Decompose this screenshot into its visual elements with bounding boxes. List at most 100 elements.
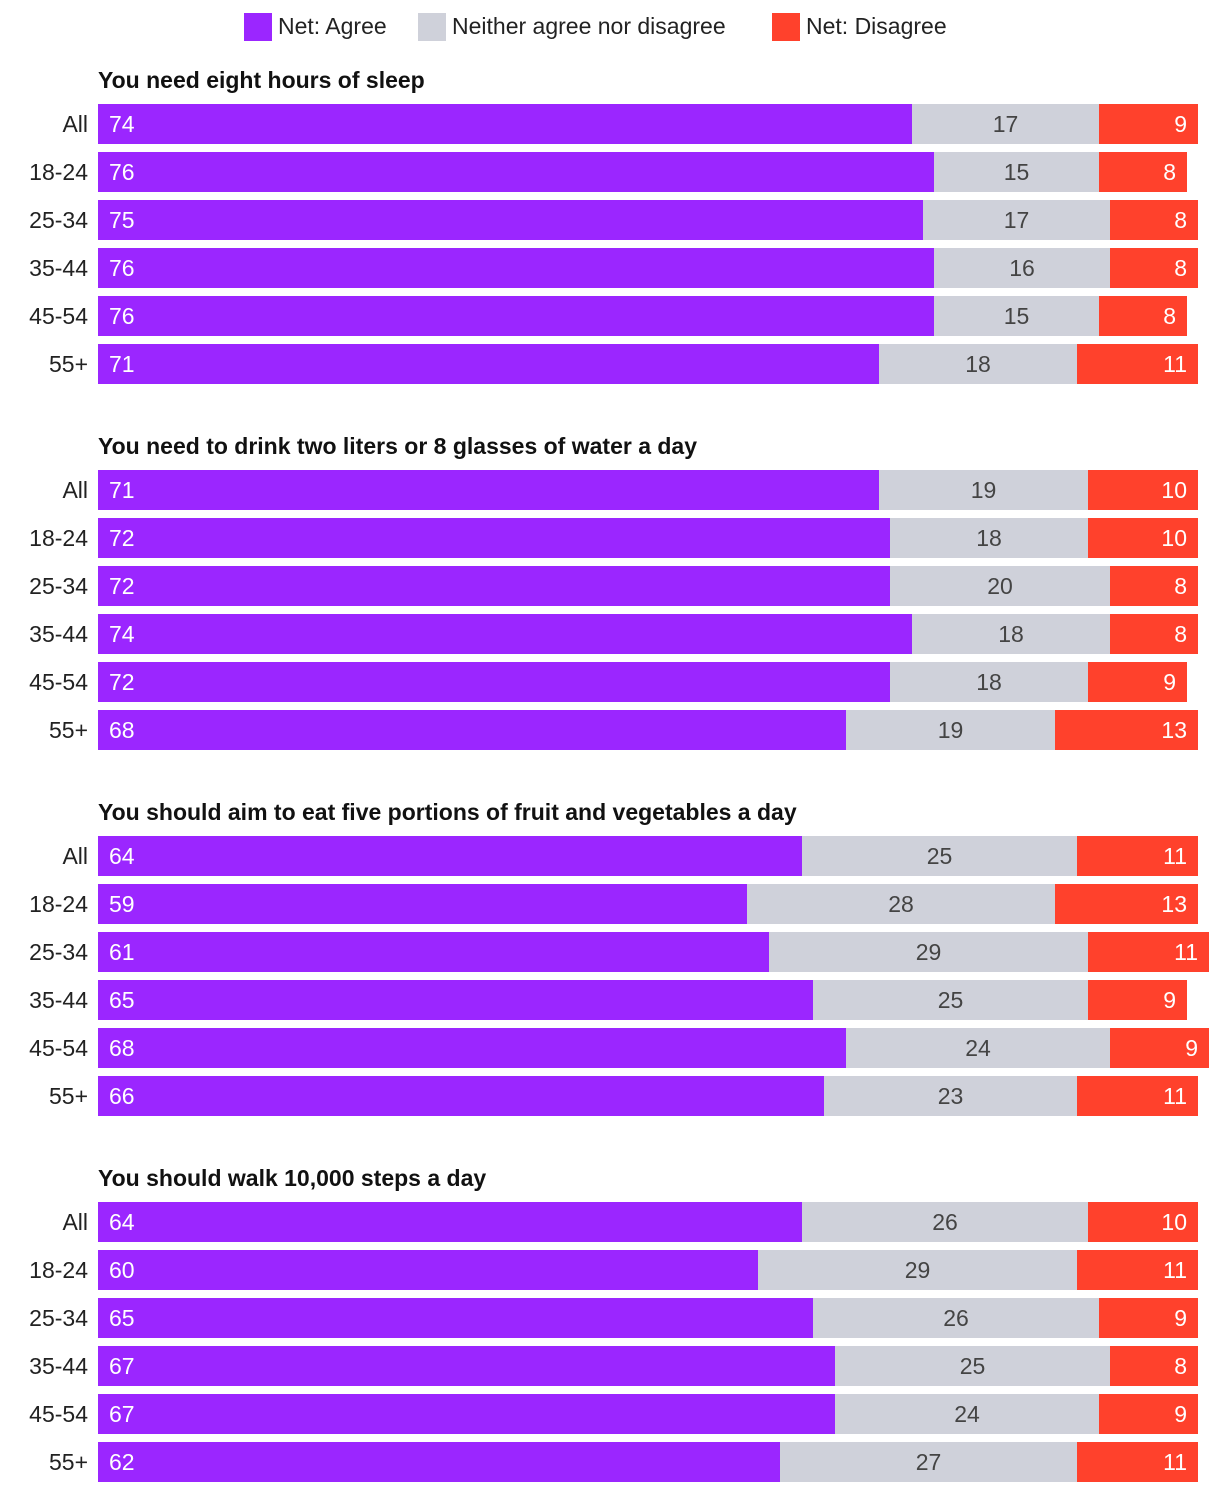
value-label-neutral: 18	[998, 621, 1024, 647]
value-label-disagree: 9	[1174, 111, 1187, 137]
value-label-disagree: 9	[1174, 1305, 1187, 1331]
row-label: 35-44	[29, 621, 88, 647]
bar-disagree	[1088, 932, 1209, 972]
row-label: 25-34	[29, 1305, 88, 1331]
value-label-agree: 64	[109, 1209, 135, 1235]
bar-agree	[98, 518, 890, 558]
bar-neutral	[813, 1298, 1099, 1338]
bar-neutral	[824, 1076, 1077, 1116]
row-label: 18-24	[29, 525, 88, 551]
panel-title: You need to drink two liters or 8 glasse…	[98, 433, 697, 459]
bar-agree	[98, 1346, 835, 1386]
value-label-agree: 64	[109, 843, 135, 869]
bar-neutral	[769, 932, 1088, 972]
value-label-disagree: 8	[1163, 303, 1176, 329]
row-label: 55+	[49, 1449, 88, 1475]
value-label-neutral: 16	[1009, 255, 1035, 281]
bar-agree	[98, 152, 934, 192]
value-label-neutral: 18	[976, 669, 1002, 695]
legend-swatch-neutral	[418, 13, 446, 41]
value-label-agree: 75	[109, 207, 135, 233]
bar-neutral	[890, 518, 1088, 558]
bar-agree	[98, 1250, 758, 1290]
value-label-disagree: 9	[1163, 987, 1176, 1013]
value-label-neutral: 15	[1004, 159, 1030, 185]
bar-neutral	[747, 884, 1055, 924]
panel-title: You should walk 10,000 steps a day	[98, 1165, 486, 1191]
value-label-agree: 72	[109, 525, 135, 551]
value-label-disagree: 11	[1163, 1257, 1187, 1283]
row-label: 25-34	[29, 207, 88, 233]
row-label: 45-54	[29, 669, 88, 695]
bar-neutral	[835, 1346, 1110, 1386]
bar-neutral	[835, 1394, 1099, 1434]
bar-agree	[98, 344, 879, 384]
panel-title: You should aim to eat five portions of f…	[98, 799, 797, 825]
bar-disagree	[1099, 152, 1187, 192]
bar-agree	[98, 710, 846, 750]
chart-panels: You need eight hours of sleep All 74 17 9 18-…	[29, 67, 1209, 1482]
value-label-disagree: 8	[1174, 573, 1187, 599]
value-label-agree: 72	[109, 669, 135, 695]
value-label-disagree: 10	[1161, 525, 1187, 551]
bar-agree	[98, 836, 802, 876]
value-label-agree: 74	[109, 621, 135, 647]
value-label-disagree: 10	[1161, 1209, 1187, 1235]
value-label-agree: 62	[109, 1449, 135, 1475]
bar-disagree	[1088, 1202, 1198, 1242]
value-label-neutral: 25	[927, 843, 953, 869]
value-label-disagree: 9	[1163, 669, 1176, 695]
legend-swatch-disagree	[772, 13, 800, 41]
row-label: 35-44	[29, 1353, 88, 1379]
value-label-neutral: 23	[938, 1083, 964, 1109]
value-label-agree: 76	[109, 159, 135, 185]
bar-disagree	[1077, 1250, 1198, 1290]
value-label-disagree: 8	[1174, 207, 1187, 233]
value-label-agree: 71	[109, 477, 135, 503]
value-label-disagree: 11	[1163, 1449, 1187, 1475]
panel-2: You need to drink two liters or 8 glasse…	[29, 433, 1198, 750]
value-label-neutral: 17	[1004, 207, 1030, 233]
bar-agree	[98, 470, 879, 510]
panel-title: You need eight hours of sleep	[98, 67, 425, 93]
value-label-neutral: 25	[960, 1353, 986, 1379]
value-label-neutral: 19	[938, 717, 964, 743]
bar-agree	[98, 200, 923, 240]
bar-neutral	[846, 1028, 1110, 1068]
value-label-agree: 74	[109, 111, 135, 137]
row-label: All	[62, 477, 88, 503]
value-label-neutral: 24	[954, 1401, 980, 1427]
legend-label-disagree: Net: Disagree	[806, 13, 947, 39]
bar-disagree	[1099, 1394, 1198, 1434]
value-label-neutral: 15	[1004, 303, 1030, 329]
row-label: 45-54	[29, 1401, 88, 1427]
panel-3: You should aim to eat five portions of f…	[29, 799, 1209, 1116]
row-label: 55+	[49, 1083, 88, 1109]
bar-neutral	[758, 1250, 1077, 1290]
panel-1: You need eight hours of sleep All 74 17 9 18-…	[29, 67, 1198, 384]
value-label-neutral: 29	[916, 939, 942, 965]
bar-neutral	[890, 662, 1088, 702]
value-label-agree: 72	[109, 573, 135, 599]
value-label-agree: 65	[109, 1305, 135, 1331]
bar-agree	[98, 1202, 802, 1242]
bar-disagree	[1077, 1442, 1198, 1482]
bar-disagree	[1088, 980, 1187, 1020]
bar-disagree	[1099, 296, 1187, 336]
value-label-neutral: 20	[987, 573, 1013, 599]
row-label: 55+	[49, 717, 88, 743]
bar-neutral	[923, 200, 1110, 240]
value-label-agree: 66	[109, 1083, 135, 1109]
value-label-disagree: 8	[1163, 159, 1176, 185]
legend-swatch-agree	[244, 13, 272, 41]
row-label: 25-34	[29, 573, 88, 599]
value-label-agree: 71	[109, 351, 135, 377]
value-label-neutral: 18	[976, 525, 1002, 551]
bar-neutral	[934, 296, 1099, 336]
value-label-disagree: 11	[1163, 351, 1187, 377]
value-label-agree: 68	[109, 1035, 135, 1061]
value-label-neutral: 24	[965, 1035, 991, 1061]
value-label-disagree: 8	[1174, 1353, 1187, 1379]
bar-neutral	[912, 104, 1099, 144]
